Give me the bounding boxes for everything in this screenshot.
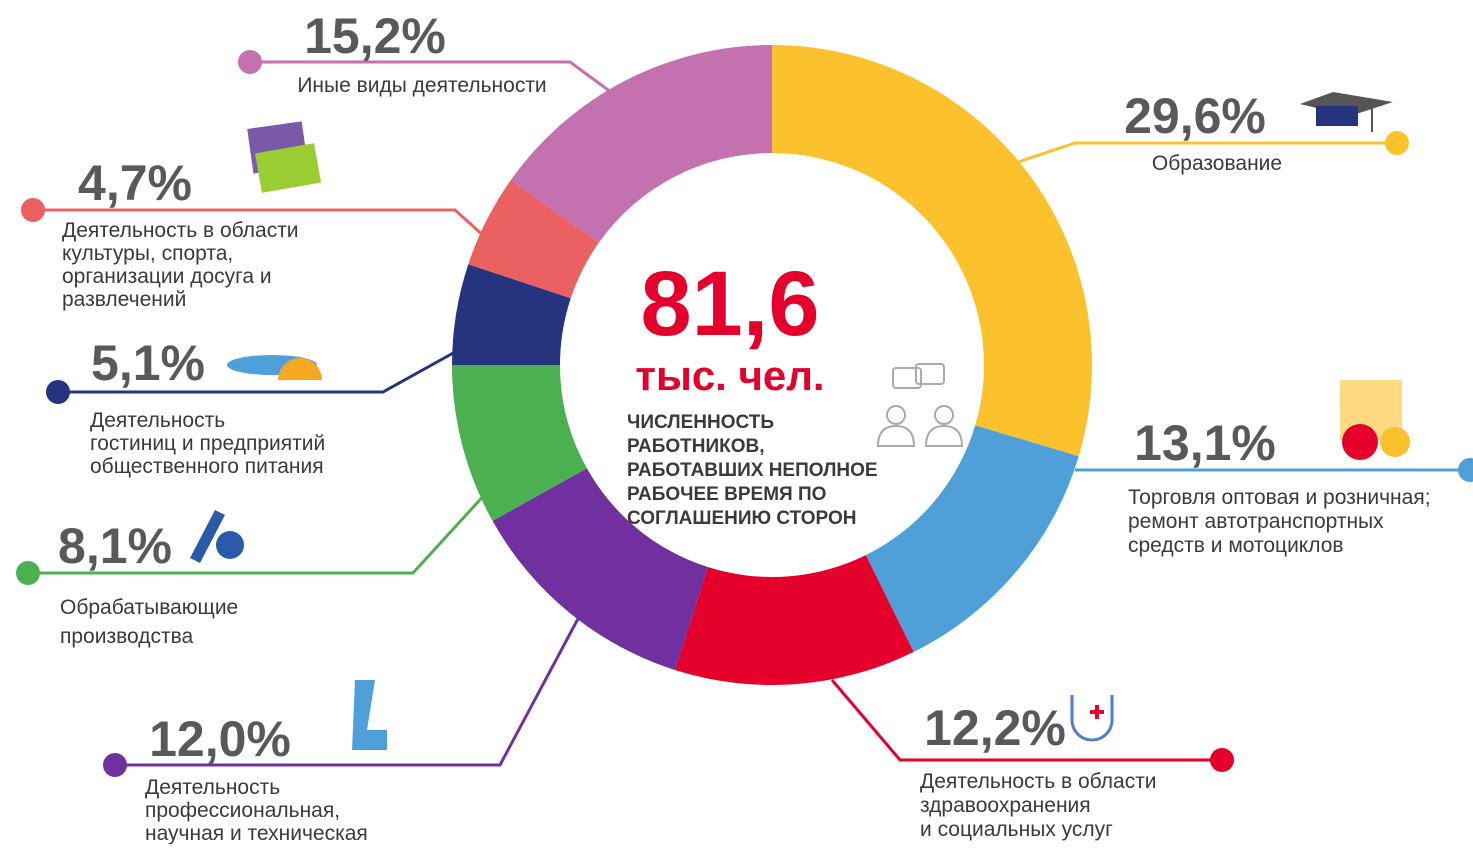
value-label: 12,0% bbox=[149, 711, 291, 767]
value-label: 4,7% bbox=[78, 155, 192, 211]
label-dot bbox=[21, 198, 45, 222]
label-dot bbox=[103, 753, 127, 777]
value-label: 12,2% bbox=[924, 700, 1066, 756]
donut-segment bbox=[866, 425, 1079, 652]
value-label: 5,1% bbox=[91, 335, 205, 391]
label-dot bbox=[46, 380, 70, 404]
value-label: 13,1% bbox=[1134, 415, 1276, 471]
value-label: 15,2% bbox=[304, 8, 446, 64]
center-value: 81,6 bbox=[640, 253, 819, 355]
category-label: Иные виды деятельности bbox=[297, 74, 546, 97]
label-dot bbox=[238, 50, 262, 74]
value-label: 8,1% bbox=[58, 518, 172, 574]
center-unit: тыс. чел. bbox=[635, 352, 824, 399]
label-dot bbox=[1385, 131, 1409, 155]
category-label: Торговля оптовая и розничная;ремонт авто… bbox=[1128, 486, 1431, 557]
value-label: 29,6% bbox=[1124, 88, 1266, 144]
label-dot bbox=[1210, 748, 1234, 772]
category-label: Образование bbox=[1152, 152, 1282, 175]
label-dot bbox=[1458, 458, 1473, 482]
label-dot bbox=[16, 561, 40, 585]
chart: 29,6% Образование 13,1% Торговля оптовая и … bbox=[0, 0, 1473, 844]
